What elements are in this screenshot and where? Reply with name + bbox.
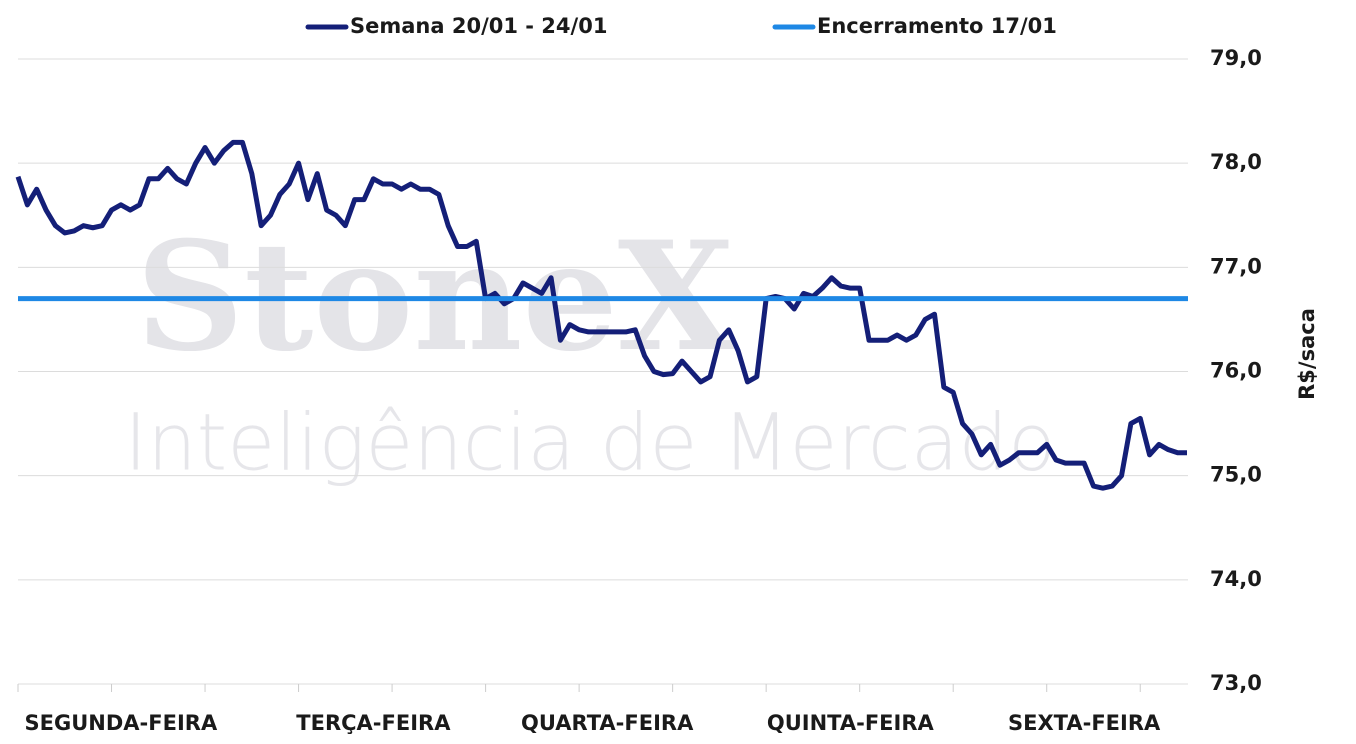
legend-label: Semana 20/01 - 24/01 xyxy=(350,14,607,38)
x-tick-label: SEXTA-FEIRA xyxy=(1008,711,1161,735)
y-tick-label: 77,0 xyxy=(1210,254,1262,278)
x-tick-label: TERÇA-FEIRA xyxy=(296,711,451,735)
x-tick-label: QUARTA-FEIRA xyxy=(521,711,694,735)
y-tick-label: 73,0 xyxy=(1210,671,1262,695)
x-tick-label: QUINTA-FEIRA xyxy=(767,711,935,735)
legend-label: Encerramento 17/01 xyxy=(817,14,1057,38)
y-tick-label: 79,0 xyxy=(1210,46,1262,70)
y-axis-title: R$/saca xyxy=(1295,308,1319,400)
watermark-tagline: Inteligência de Mercado xyxy=(124,399,1056,489)
x-tick-label: SEGUNDA-FEIRA xyxy=(25,711,218,735)
y-tick-label: 78,0 xyxy=(1210,150,1262,174)
y-tick-label: 75,0 xyxy=(1210,463,1262,487)
price-line xyxy=(15,139,1187,491)
y-tick-label: 76,0 xyxy=(1210,359,1262,383)
y-tick-label: 74,0 xyxy=(1210,567,1262,591)
